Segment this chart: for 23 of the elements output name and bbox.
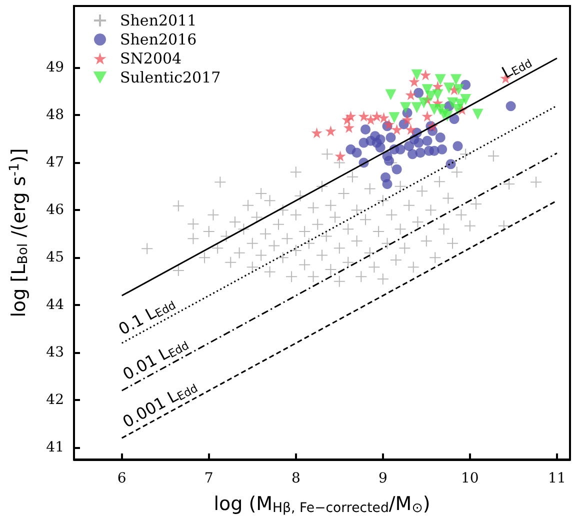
- legend-label: Sulentic2017: [120, 68, 221, 86]
- x-tick-label: 6: [117, 470, 126, 486]
- legend-label: Shen2011: [120, 12, 197, 30]
- annotation: LEdd: [498, 56, 534, 82]
- y-axis-title: log [LBol /(erg s-1)]: [7, 148, 31, 318]
- y-tick-label: 45: [46, 250, 64, 266]
- annotation: 0.1 LEdd: [115, 298, 178, 339]
- annotation: 0.01 LEdd: [120, 339, 192, 384]
- legend-label: SN2004: [120, 50, 182, 68]
- y-tick-label: 48: [46, 107, 64, 124]
- y-tick-label: 44: [46, 297, 64, 314]
- y-tick-label: 42: [46, 392, 64, 408]
- y-tick-label: 41: [46, 440, 64, 456]
- y-tick-label: 49: [46, 60, 64, 76]
- y-tick-label: 43: [46, 344, 64, 361]
- x-tick-label: 8: [291, 470, 300, 486]
- y-tick-label: 47: [46, 154, 64, 171]
- y-tick-label: 46: [46, 202, 64, 218]
- x-tick-label: 11: [548, 470, 566, 486]
- x-tick-label: 7: [204, 470, 214, 486]
- x-tick-label: 9: [378, 470, 388, 486]
- legend-label: Shen2016: [120, 30, 197, 48]
- x-tick-label: 10: [461, 470, 479, 486]
